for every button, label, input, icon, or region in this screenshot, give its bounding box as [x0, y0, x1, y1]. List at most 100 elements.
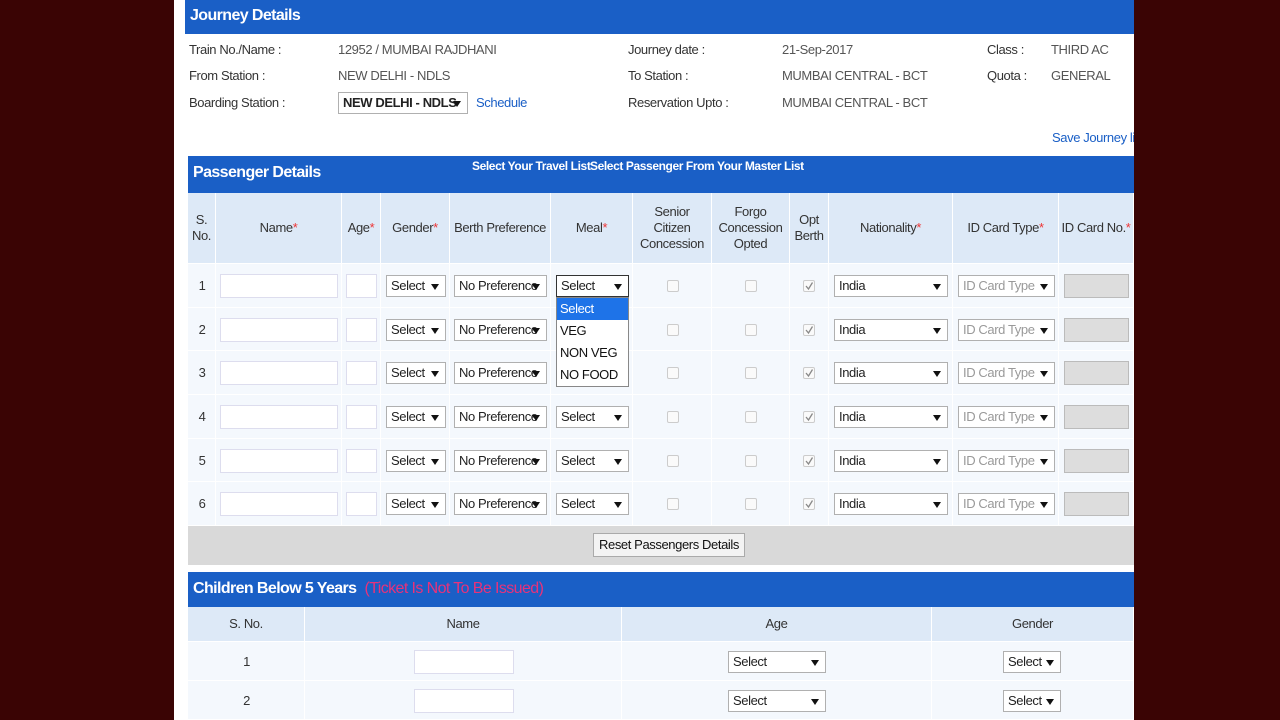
age-input[interactable]: [346, 317, 377, 342]
id-type-select[interactable]: ID Card Type: [958, 362, 1055, 384]
meal-select[interactable]: Select: [556, 275, 629, 297]
berth-select[interactable]: No Preference: [454, 449, 547, 472]
opt-berth-checkbox[interactable]: [803, 323, 815, 336]
name-input[interactable]: [220, 274, 338, 298]
child-name-input[interactable]: [414, 649, 514, 674]
senior-checkbox[interactable]: [667, 367, 679, 379]
id-type-select[interactable]: ID Card Type: [958, 318, 1055, 341]
meal-option[interactable]: NO FOOD: [560, 367, 618, 382]
nationality-select[interactable]: India: [834, 449, 948, 472]
forgo-checkbox[interactable]: [745, 454, 757, 467]
gender-select[interactable]: Select: [386, 406, 446, 428]
name-input[interactable]: [220, 317, 338, 342]
senior-checkbox[interactable]: [667, 498, 679, 510]
id-number-input[interactable]: [1064, 492, 1129, 516]
column-label: Gender: [392, 220, 434, 235]
nationality-select[interactable]: India: [834, 318, 948, 341]
name-input[interactable]: [220, 492, 338, 516]
field-label: Boarding Station :: [189, 95, 286, 110]
table-cell: [188, 308, 216, 351]
nationality-select[interactable]: India: [834, 406, 948, 428]
age-input[interactable]: [346, 361, 377, 385]
meal-option[interactable]: Select: [557, 298, 628, 320]
opt-berth-checkbox[interactable]: [803, 280, 815, 292]
meal-option[interactable]: NON VEG: [560, 345, 618, 360]
berth-select[interactable]: No Preference: [454, 362, 547, 384]
child-name-input[interactable]: [414, 688, 514, 713]
column-label: Meal: [575, 220, 603, 235]
gender-select[interactable]: Select: [386, 275, 446, 297]
meal-option[interactable]: VEG: [560, 323, 587, 338]
boarding-select[interactable]: NEW DELHI - NDLS: [338, 92, 468, 114]
child-age-select[interactable]: Select: [728, 650, 826, 673]
required-mark: *: [369, 220, 375, 235]
opt-berth-checkbox[interactable]: [803, 498, 815, 510]
id-type-select[interactable]: ID Card Type: [958, 493, 1055, 515]
senior-checkbox[interactable]: [667, 411, 679, 423]
berth-select[interactable]: No Preference: [454, 493, 547, 515]
name-input[interactable]: [220, 361, 338, 385]
section-note: (Ticket Is Not To Be Issued): [364, 580, 544, 597]
travel-list-link[interactable]: Select Your Travel List: [472, 159, 591, 173]
column-label: S. No.: [191, 212, 212, 243]
id-number-input[interactable]: [1064, 405, 1129, 429]
column-header: Nationality *: [829, 193, 953, 264]
forgo-checkbox[interactable]: [745, 367, 757, 379]
id-number-input[interactable]: [1064, 361, 1129, 385]
name-input[interactable]: [220, 405, 338, 429]
senior-checkbox[interactable]: [667, 280, 679, 292]
child-gender-select[interactable]: Select: [1003, 689, 1061, 712]
forgo-checkbox[interactable]: [745, 498, 757, 510]
berth-select[interactable]: No Preference: [454, 275, 547, 297]
column-header: Forgo Concession Opted: [712, 193, 790, 264]
nationality-select[interactable]: India: [834, 275, 948, 297]
id-number-input[interactable]: [1064, 274, 1129, 298]
berth-select[interactable]: No Preference: [454, 406, 547, 428]
forgo-checkbox[interactable]: [745, 280, 757, 292]
senior-checkbox[interactable]: [667, 454, 679, 467]
required-mark: *: [1125, 220, 1131, 235]
column-label: ID Card Type: [967, 220, 1039, 235]
senior-checkbox[interactable]: [667, 323, 679, 336]
gender-select[interactable]: Select: [386, 493, 446, 515]
schedule-link[interactable]: Schedule: [476, 95, 528, 110]
opt-berth-checkbox[interactable]: [803, 454, 815, 467]
forgo-checkbox[interactable]: [745, 323, 757, 336]
name-input[interactable]: [220, 448, 338, 473]
meal-select[interactable]: Select: [556, 406, 629, 428]
age-input[interactable]: [346, 274, 377, 298]
gender-select[interactable]: Select: [386, 318, 446, 341]
nationality-select[interactable]: India: [834, 362, 948, 384]
column-label: ID Card No.: [1061, 220, 1127, 235]
field-value: MUMBAI CENTRAL - BCT: [782, 95, 928, 110]
meal-select[interactable]: Select: [556, 449, 629, 472]
berth-select[interactable]: No Preference: [454, 318, 547, 341]
nationality-select[interactable]: India: [834, 493, 948, 515]
age-input[interactable]: [346, 492, 377, 516]
reset-button[interactable]: Reset Passengers Details: [593, 533, 745, 557]
required-mark: *: [433, 220, 438, 235]
child-age-select[interactable]: Select: [728, 689, 826, 712]
forgo-checkbox[interactable]: [745, 411, 757, 423]
field-label: Journey date :: [628, 42, 705, 57]
id-number-input[interactable]: [1064, 317, 1129, 342]
age-input[interactable]: [346, 405, 377, 429]
serial-number: 6: [198, 496, 206, 511]
section-header: Journey Details: [185, 0, 1134, 34]
meal-select[interactable]: Select: [556, 493, 629, 515]
id-type-select[interactable]: ID Card Type: [958, 449, 1055, 472]
id-number-input[interactable]: [1064, 448, 1129, 473]
master-list-link[interactable]: Select Passenger From Your Master List: [590, 159, 804, 173]
column-header: S. No.: [188, 193, 216, 264]
save-journey-link[interactable]: Save Journey list: [1052, 130, 1134, 145]
id-type-select[interactable]: ID Card Type: [958, 406, 1055, 428]
opt-berth-checkbox[interactable]: [803, 411, 815, 423]
child-gender-select[interactable]: Select: [1003, 650, 1061, 673]
table-cell: [188, 395, 216, 439]
id-type-select[interactable]: ID Card Type: [958, 275, 1055, 297]
field-value: MUMBAI CENTRAL - BCT: [782, 68, 928, 83]
gender-select[interactable]: Select: [386, 362, 446, 384]
opt-berth-checkbox[interactable]: [803, 367, 815, 379]
age-input[interactable]: [346, 448, 377, 473]
gender-select[interactable]: Select: [386, 449, 446, 472]
